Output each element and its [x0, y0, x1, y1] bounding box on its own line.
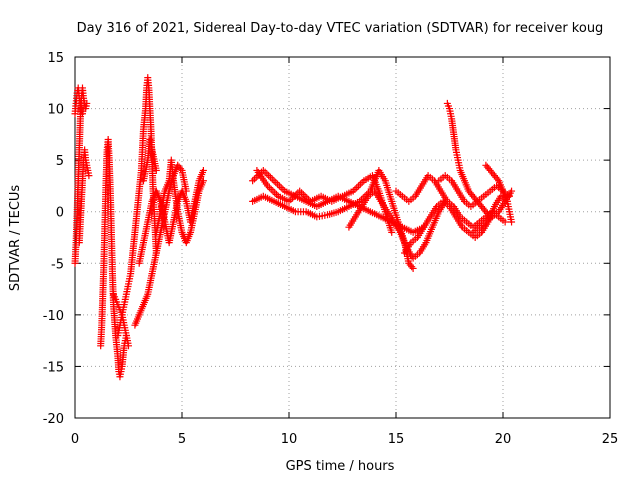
y-tick-label: -10 [43, 309, 64, 324]
y-tick-label: 15 [47, 51, 64, 66]
data-point [409, 264, 417, 272]
data-point [85, 172, 93, 180]
y-tick-label: -20 [43, 412, 64, 427]
series-seg-n [345, 187, 449, 262]
y-tick-label: -15 [43, 360, 64, 375]
data-point [199, 177, 207, 185]
data-point [266, 173, 274, 181]
x-tick-label: 10 [281, 432, 298, 447]
y-tick-label: -5 [51, 257, 64, 272]
series-seg-r [401, 192, 511, 257]
data-point [268, 175, 276, 183]
data-point [250, 175, 258, 183]
x-tick-label: 20 [495, 432, 512, 447]
data-point [199, 166, 207, 174]
data-point [78, 110, 86, 118]
axis-ticks [74, 56, 611, 419]
data-point [493, 175, 501, 183]
data-point [267, 185, 275, 193]
data-point [263, 170, 271, 178]
series-seg-i [152, 156, 207, 247]
y-tick-labels: -20 -15 -10 -5 0 5 10 15 [43, 51, 64, 427]
data-point [356, 180, 364, 188]
data-point [272, 178, 280, 186]
grid-lines [75, 57, 610, 418]
y-tick-label: 10 [47, 103, 64, 118]
data-point [353, 184, 361, 192]
series-seg-t [469, 187, 516, 236]
series-seg-m [253, 166, 396, 236]
data-point [152, 166, 160, 174]
series-seg-j [139, 136, 160, 185]
x-tick-label: 0 [71, 432, 79, 447]
data-point [275, 182, 283, 190]
data-point [274, 180, 282, 188]
x-tick-labels: 0 5 10 15 20 25 [71, 432, 618, 447]
data-point [408, 263, 416, 271]
y-tick-label: 5 [56, 154, 64, 169]
x-tick-label: 5 [178, 432, 186, 447]
x-axis-label: GPS time / hours [286, 459, 395, 474]
chart-title: Day 316 of 2021, Sidereal Day-to-day VTE… [77, 21, 604, 36]
series-seg-o [392, 172, 509, 231]
y-axis-label: SDTVAR / TECUs [8, 185, 23, 292]
data-point [265, 172, 273, 180]
series-seg-d [97, 136, 130, 381]
plot-frame [74, 56, 611, 419]
data-points [71, 74, 516, 381]
data-point [297, 189, 305, 197]
data-point [125, 342, 132, 350]
data-point [355, 182, 363, 190]
data-point [249, 177, 257, 185]
data-point [270, 177, 278, 185]
series-seg-b [71, 84, 86, 118]
data-point [508, 218, 516, 226]
data-point [265, 184, 273, 192]
data-point [388, 228, 396, 236]
data-point [83, 99, 91, 107]
data-point [269, 187, 277, 195]
data-point [277, 184, 285, 192]
data-point [508, 187, 516, 195]
data-point [296, 187, 304, 195]
y-tick-label: 0 [56, 206, 64, 221]
data-point [177, 165, 185, 173]
data-point [501, 218, 509, 226]
x-tick-label: 25 [602, 432, 619, 447]
series-seg-l [249, 166, 417, 272]
x-tick-label: 15 [388, 432, 405, 447]
series-seg-c [75, 146, 93, 247]
data-point [271, 189, 279, 197]
